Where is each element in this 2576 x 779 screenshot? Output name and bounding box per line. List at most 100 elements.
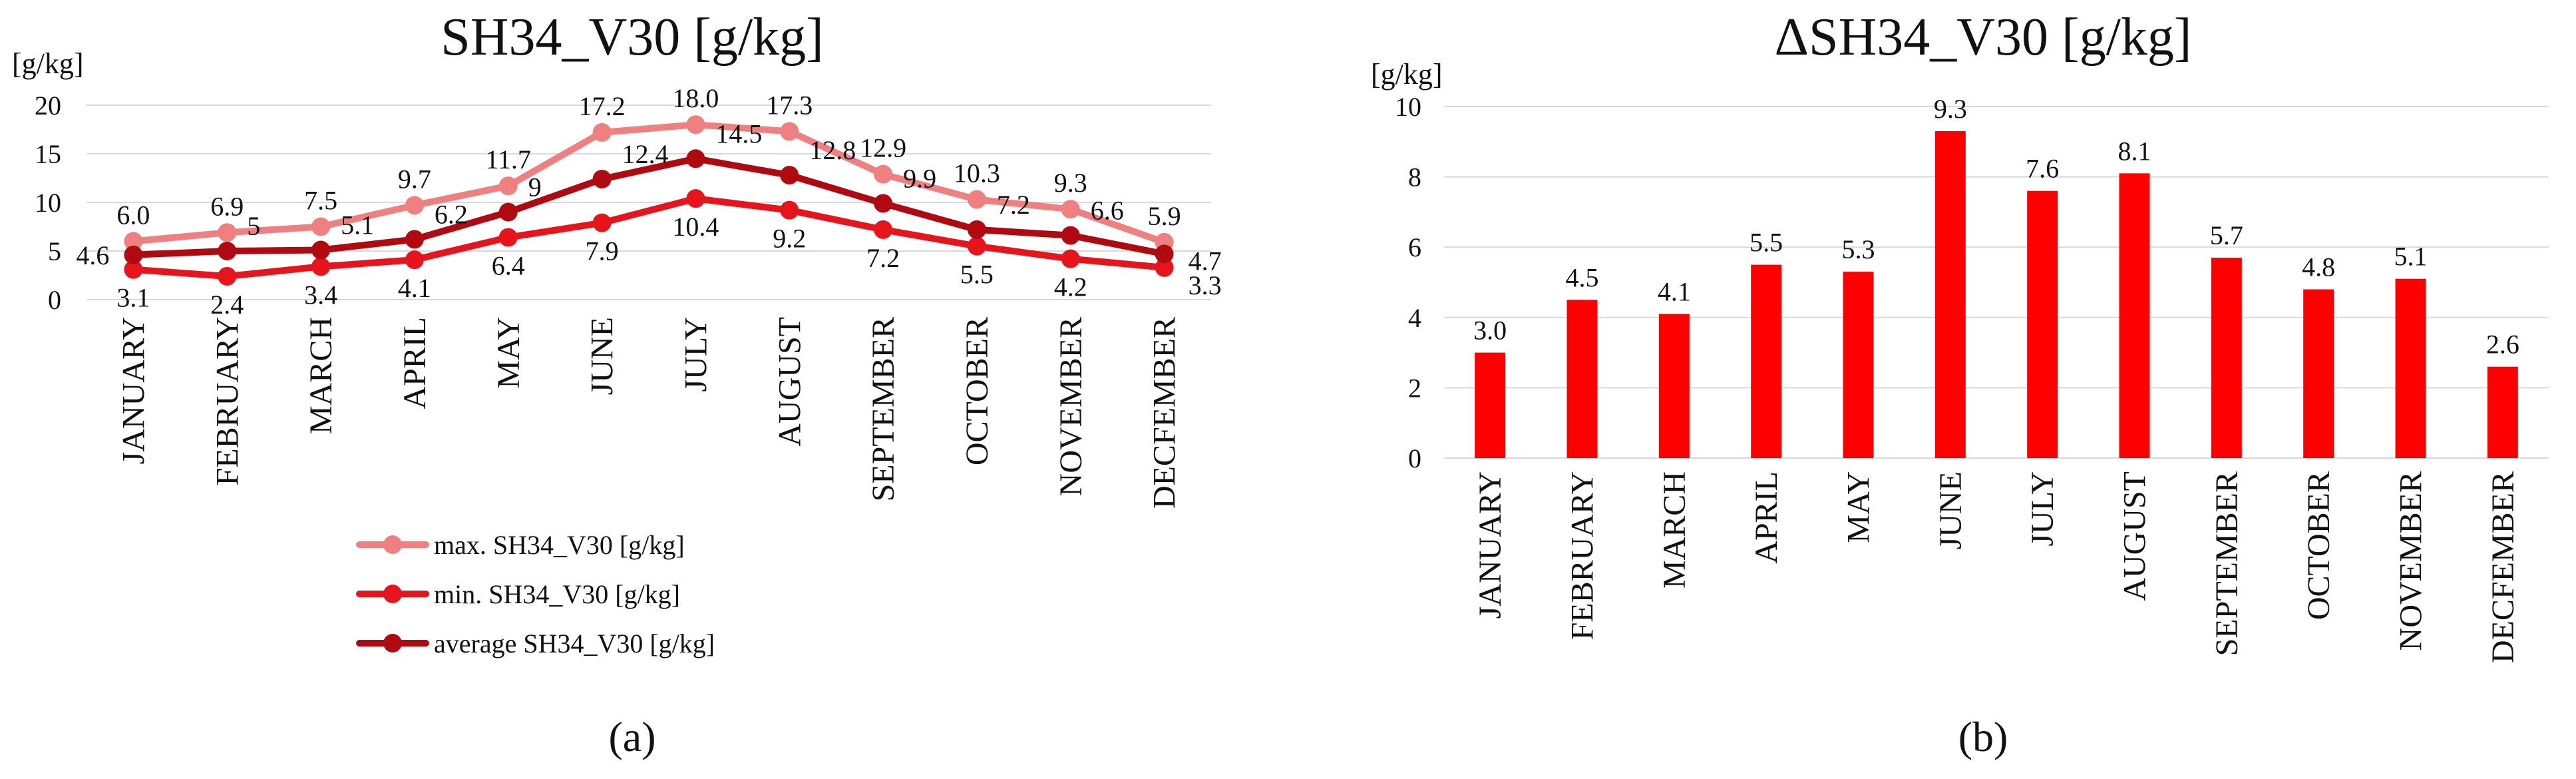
legend-entry: max. SH34_V30 [g/kg] <box>434 530 685 560</box>
data-label: 10.3 <box>954 158 1000 188</box>
data-label: 4.1 <box>1658 277 1691 307</box>
chart-a-data-points <box>124 115 1174 286</box>
data-label: 12.4 <box>622 139 669 169</box>
data-label: 12.8 <box>809 135 856 165</box>
y-tick-label: 5 <box>48 236 61 266</box>
x-tick-label: MARCH <box>303 317 339 434</box>
x-tick-label: MAY <box>1841 471 1877 543</box>
data-label: 2.6 <box>2486 330 2519 360</box>
x-tick-label: JANUARY <box>1473 471 1508 619</box>
y-tick-label: 2 <box>1408 373 1421 403</box>
x-tick-label: NOVEMBER <box>2394 471 2429 650</box>
data-point <box>967 236 986 256</box>
bar <box>2119 173 2150 458</box>
data-point <box>592 169 612 188</box>
chart-a-title: SH34_V30 [g/kg] <box>441 8 824 67</box>
data-point <box>311 217 331 236</box>
data-point <box>498 202 518 222</box>
x-tick-label: JULY <box>678 317 713 392</box>
data-point <box>686 115 705 134</box>
bar <box>2395 278 2426 458</box>
bar <box>1843 272 1874 458</box>
data-label: 9 <box>528 172 542 202</box>
y-tick-label: 10 <box>35 188 61 218</box>
data-point <box>498 228 518 247</box>
data-label: 6.2 <box>435 199 468 229</box>
data-point <box>1155 244 1174 264</box>
data-label: 9.7 <box>398 164 431 194</box>
y-tick-label: 0 <box>1408 443 1421 473</box>
data-point <box>1061 249 1080 268</box>
data-point <box>124 260 143 279</box>
data-label: 5.1 <box>341 210 374 240</box>
chart-a-y-unit: [g/kg] <box>12 47 84 80</box>
panel-label-b: (b) <box>1958 713 2008 760</box>
x-tick-label: SEPTEMBER <box>866 317 901 501</box>
y-tick-label: 10 <box>1395 92 1421 122</box>
data-label: 2.4 <box>210 290 244 320</box>
data-point <box>218 223 237 242</box>
chart-b-gridlines <box>1444 106 2549 459</box>
data-label: 5 <box>247 211 260 241</box>
y-tick-label: 6 <box>1408 232 1421 262</box>
data-label: 5.1 <box>2394 242 2428 272</box>
data-label: 4.5 <box>1566 262 1599 292</box>
data-label: 5.9 <box>1148 201 1181 231</box>
y-tick-label: 20 <box>35 91 61 121</box>
x-tick-label: JUNE <box>1933 471 1968 549</box>
bar <box>1751 264 1782 458</box>
data-point <box>405 250 424 270</box>
x-tick-label: FEBRUARY <box>210 317 245 485</box>
data-point <box>1061 226 1080 245</box>
data-point <box>218 242 237 260</box>
data-label: 9.3 <box>1054 168 1087 198</box>
data-point <box>124 232 143 251</box>
data-label: 4.8 <box>2302 252 2335 282</box>
data-label: 17.3 <box>766 90 813 120</box>
data-point <box>311 257 331 276</box>
data-label: 5.7 <box>2210 220 2243 250</box>
line-chart: SH34_V30 [g/kg] [g/kg] 0 5 10 15 20 6.0 6.9 7.… <box>12 8 1222 760</box>
data-label: 10.4 <box>672 212 719 242</box>
chart-b-bars <box>1475 130 2518 458</box>
y-tick-label: 0 <box>48 285 61 315</box>
x-tick-label: NOVEMBER <box>1053 317 1089 496</box>
x-tick-label: SEPTEMBER <box>2209 471 2245 656</box>
data-point <box>405 196 424 215</box>
legend-entry: min. SH34_V30 [g/kg] <box>434 579 680 609</box>
x-tick-label: MARCH <box>1657 471 1692 589</box>
chart-b-x-axis: JANUARY FEBRUARY MARCH APRIL MAY JUNE JULY AUGU… <box>1473 471 2521 663</box>
data-label: 9.2 <box>773 224 806 254</box>
data-point <box>592 213 612 232</box>
data-label: 6.4 <box>492 251 525 281</box>
data-point <box>686 189 705 208</box>
chart-b-y-axis: 0 2 4 6 8 10 <box>1395 92 1421 473</box>
data-label: 8.1 <box>2118 136 2151 166</box>
bar <box>1934 130 1966 458</box>
x-tick-label: AUGUST <box>772 317 807 447</box>
bar <box>2027 190 2058 458</box>
chart-b-data-labels: 3.0 4.5 4.1 5.5 5.3 9.3 7.6 8.1 5.7 4.8 5.1 2.6 <box>1473 94 2519 360</box>
data-label: 5.3 <box>1842 234 1875 264</box>
x-tick-label: JANUARY <box>116 317 151 464</box>
x-tick-label: MAY <box>491 317 526 389</box>
bar <box>2303 289 2334 458</box>
data-label: 7.5 <box>304 186 337 216</box>
data-point <box>780 122 799 141</box>
y-tick-label: 8 <box>1408 162 1421 192</box>
data-label: 9.9 <box>903 163 936 193</box>
legend-entry: average SH34_V30 [g/kg] <box>434 629 715 658</box>
data-point <box>780 166 799 185</box>
y-tick-label: 4 <box>1408 303 1421 333</box>
x-tick-label: JULY <box>2025 471 2060 547</box>
legend-swatch-marker <box>383 585 402 603</box>
data-point <box>218 266 237 286</box>
x-tick-label: JUNE <box>585 317 620 395</box>
data-point <box>874 220 893 239</box>
x-tick-label: OCTOBER <box>960 317 995 465</box>
series-line <box>130 121 1168 246</box>
data-label: 5.5 <box>1749 228 1783 258</box>
data-label: 6.6 <box>1091 196 1124 226</box>
x-tick-label: OCTOBER <box>2301 471 2336 620</box>
